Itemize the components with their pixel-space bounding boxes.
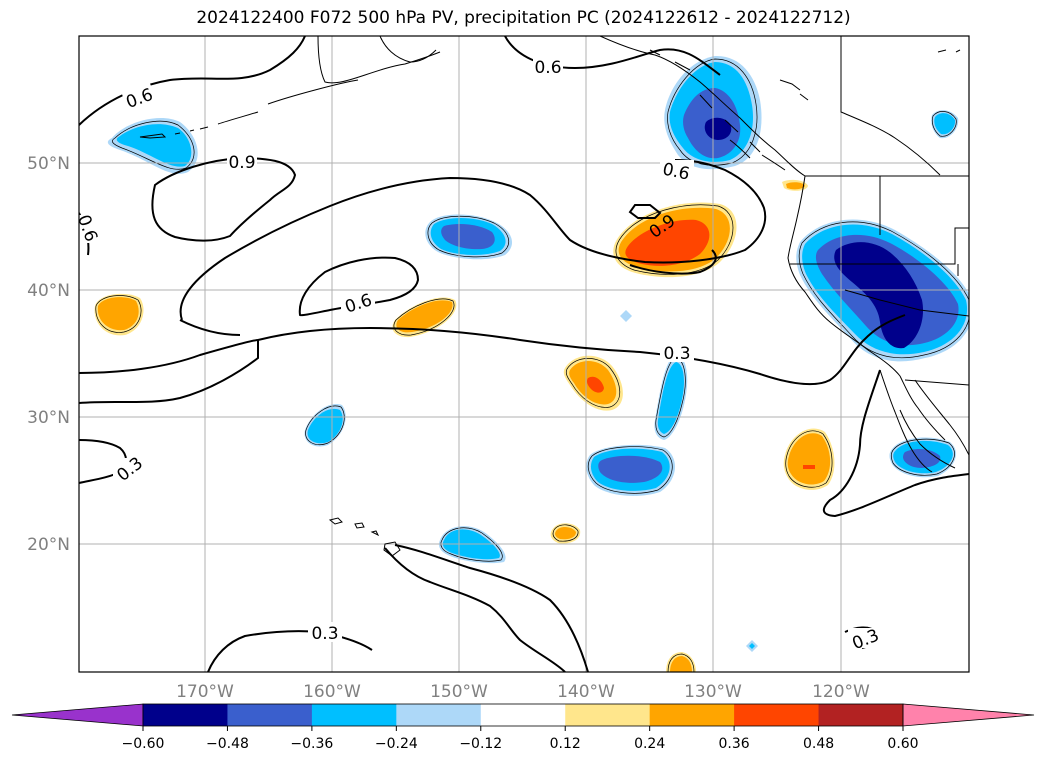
pv-contour-line (79, 338, 259, 404)
colorbar-segment (734, 704, 820, 726)
colorbar-segment (396, 704, 482, 726)
lon-label: 120°W (812, 682, 870, 702)
precip-anomaly-blob (550, 523, 581, 544)
colorbar-segment (565, 704, 651, 726)
pv-contour-line (394, 544, 589, 672)
lat-label: 50°N (27, 154, 70, 174)
colorbar-tick-label: −0.24 (375, 736, 418, 752)
pv-contour-line (179, 159, 767, 321)
precip-anomaly-blob (613, 202, 737, 278)
pv-contour-line (504, 36, 721, 76)
colorbar-tick-label: −0.36 (290, 736, 333, 752)
colorbar-outline (142, 703, 904, 727)
map-title: 2024122400 F072 500 hPa PV, precipitatio… (196, 8, 851, 28)
pv-contour-line (179, 319, 241, 336)
pv-contour-line (629, 249, 717, 275)
pv-contour-line (822, 369, 969, 518)
precip-anomaly-blob (889, 437, 957, 478)
colorbar-segment (649, 704, 735, 726)
lon-label: 130°W (684, 682, 742, 702)
pv-contour-line (79, 36, 306, 126)
map-area: 0.6 0.6 0.9 0.6 0.6 0.9 0.6 0.3 0.3 0.3 … (73, 36, 969, 672)
pv-contour-label: 0.6 (73, 212, 101, 244)
precip-anomaly-blob (392, 297, 457, 338)
colorbar: −0.60 −0.48 −0.36 −0.24 −0.12 0.12 0.24 0.36 0.4… (11, 703, 1035, 752)
colorbar-tick-label: 0.48 (803, 736, 834, 752)
colorbar-extend-min (11, 703, 144, 727)
precip-anomaly-blob (654, 355, 688, 440)
lon-label: 170°W (176, 682, 234, 702)
precip-anomaly-blob (783, 428, 835, 490)
pv-contour-line (207, 630, 373, 672)
precip-anomaly-blob (107, 117, 198, 174)
pv-contours (79, 36, 969, 672)
colorbar-segment (480, 704, 566, 726)
precip-anomaly-blob (666, 652, 696, 672)
colorbar-segment (143, 704, 228, 726)
colorbar-extend-max (902, 703, 1035, 727)
pv-contour-line (628, 204, 662, 219)
precip-anomaly-blob (586, 444, 676, 496)
lon-label: 150°W (430, 682, 488, 702)
pv-contour-label: 0.9 (228, 153, 255, 173)
coastlines (139, 36, 969, 557)
precip-anomaly-blob (563, 355, 623, 411)
colorbar-tick-label: 0.60 (887, 736, 918, 752)
pv-contour-line (384, 547, 566, 672)
colorbar-segment (227, 704, 313, 726)
latitude-labels: 50°N 40°N 30°N 20°N (27, 154, 70, 555)
map-frame (78, 35, 970, 673)
colorbar-segment (818, 704, 904, 726)
longitude-labels: 170°W 160°W 150°W 140°W 130°W 120°W (176, 682, 870, 702)
lat-label: 30°N (27, 408, 70, 428)
colorbar-tick-label: −0.48 (206, 736, 249, 752)
precip-anomaly-blob (94, 293, 144, 336)
colorbar-tick-label: 0.36 (719, 736, 750, 752)
colorbar-tick-label: 0.12 (550, 736, 581, 752)
gridlines (79, 36, 969, 672)
precip-anomaly-blob (304, 404, 346, 447)
pv-contour-label: 0.3 (663, 344, 690, 364)
precip-outline-contours (95, 58, 969, 672)
precip-anomaly-blob (620, 179, 808, 652)
pv-contour-label: 0.3 (311, 624, 338, 644)
pv-contour-line (257, 314, 906, 386)
pv-contour-label: 0.6 (534, 58, 561, 78)
lat-label: 20°N (27, 535, 70, 555)
colorbar-tick-label: 0.24 (634, 736, 665, 752)
lat-label: 40°N (27, 281, 70, 301)
lon-label: 160°W (303, 682, 361, 702)
precip-anomaly-blob (931, 110, 959, 139)
precip-anomaly-blob (425, 214, 513, 260)
colorbar-tick-label: −0.12 (459, 736, 502, 752)
colorbar-tick-label: −0.60 (122, 736, 165, 752)
pv-contour-labels: 0.6 0.6 0.9 0.6 0.6 0.9 0.6 0.3 0.3 0.3 … (73, 57, 882, 654)
pv-contour-line (298, 256, 420, 317)
lon-label: 140°W (557, 682, 615, 702)
colorbar-segment (311, 704, 397, 726)
